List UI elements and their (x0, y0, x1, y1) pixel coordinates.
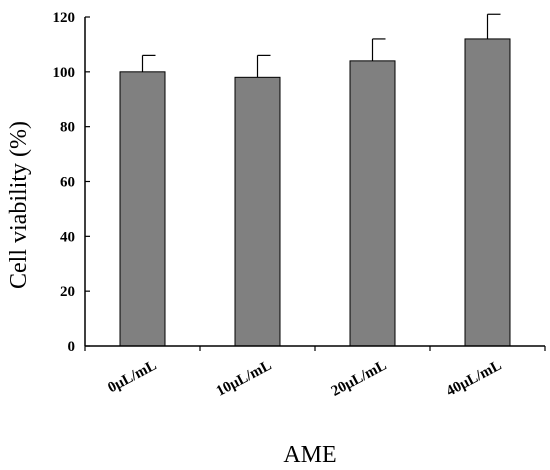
x-ticks-group: 0μL/mL 10μL/mL 20μL/mL 40μL/mL (84, 346, 546, 400)
y-tick-label: 0 (68, 339, 76, 355)
y-tick-label: 20 (60, 284, 75, 300)
y-ticks-group: 0 20 40 60 80 100 120 (53, 10, 90, 355)
y-tick-label: 100 (53, 65, 76, 81)
y-tick-label: 60 (60, 175, 75, 191)
bar (234, 76, 281, 347)
x-category-label: 20μL/mL (329, 357, 390, 399)
x-category-label: 10μL/mL (214, 357, 275, 399)
y-tick-label: 120 (53, 10, 76, 26)
x-category-label: 40μL/mL (444, 357, 505, 399)
y-tick-label: 40 (60, 229, 75, 245)
x-axis-title: AME (283, 442, 336, 468)
bar (119, 71, 166, 347)
y-tick-label: 80 (60, 120, 75, 136)
error-bars-group (141, 13, 501, 78)
bar (464, 38, 511, 347)
bar (349, 60, 396, 347)
x-category-label: 0μL/mL (105, 357, 159, 396)
y-axis-title: Cell viability (%) (6, 121, 32, 289)
bars-group (119, 38, 511, 347)
